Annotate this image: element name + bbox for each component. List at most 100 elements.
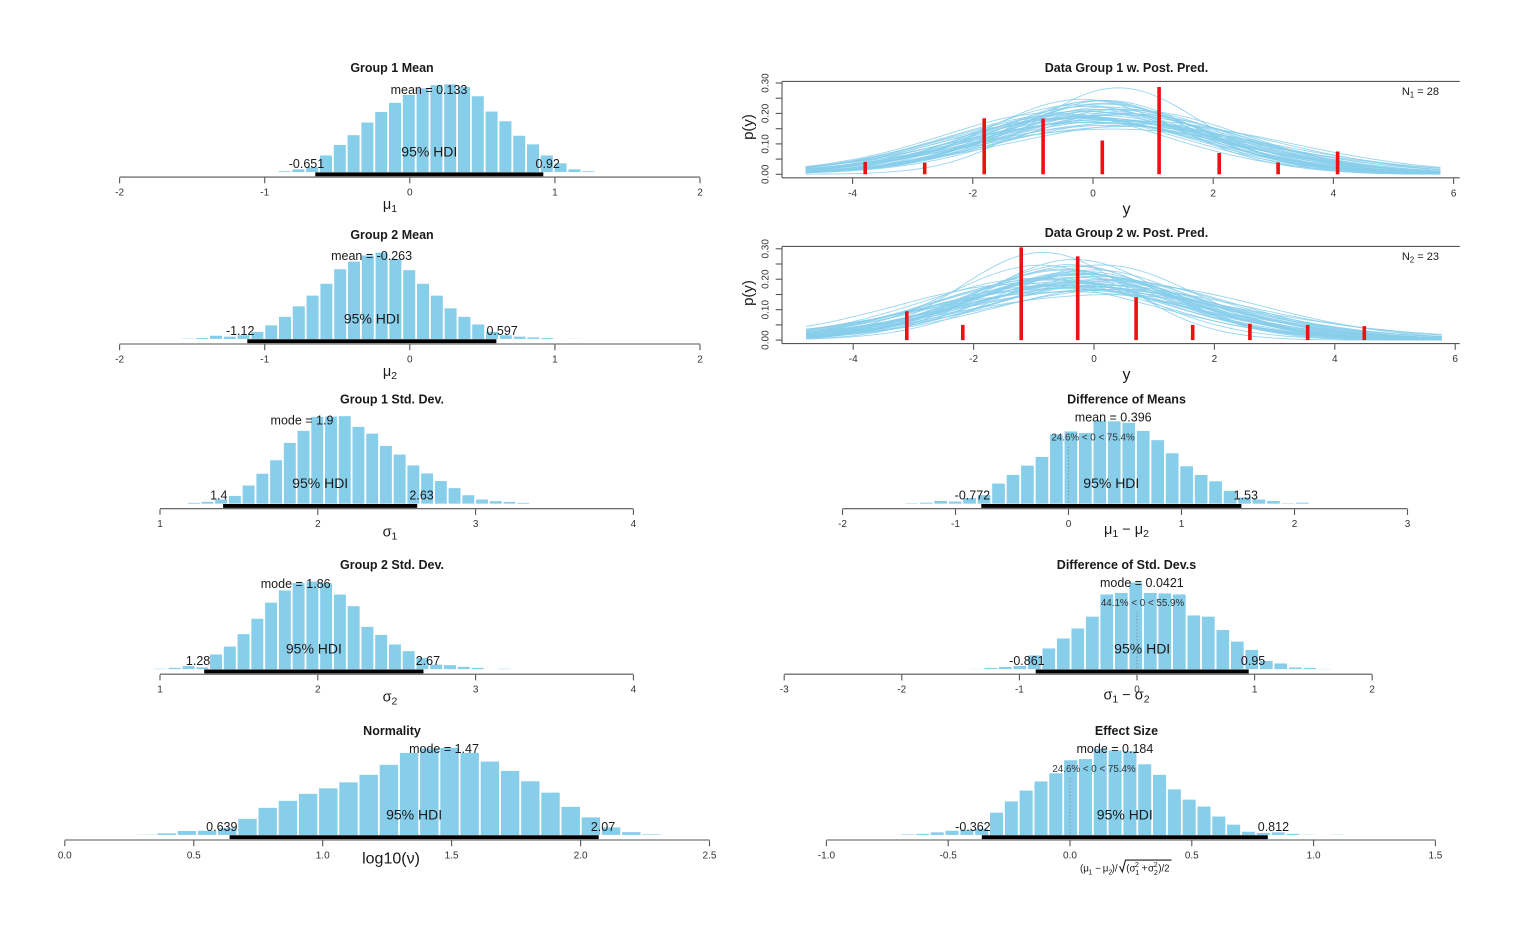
svg-text:95% HDI: 95% HDI (344, 311, 400, 327)
svg-text:-2: -2 (115, 188, 124, 199)
svg-text:0.20: 0.20 (761, 269, 772, 289)
svg-text:1.0: 1.0 (1307, 851, 1321, 862)
svg-text:(σ: (σ (1126, 863, 1135, 874)
svg-text:0: 0 (1066, 519, 1072, 530)
svg-text:-2: -2 (838, 519, 847, 530)
svg-text:−: − (1095, 863, 1101, 874)
svg-text:y: y (1123, 367, 1131, 384)
svg-text:2: 2 (315, 519, 321, 530)
svg-text:95% HDI: 95% HDI (1083, 475, 1139, 491)
svg-text:2: 2 (697, 355, 703, 366)
svg-text:-0.651: -0.651 (289, 157, 324, 171)
svg-text:95% HDI: 95% HDI (292, 475, 348, 491)
svg-text:0: 0 (407, 188, 413, 199)
svg-text:σ: σ (1148, 863, 1154, 874)
svg-text:0.639: 0.639 (206, 820, 237, 834)
svg-text:0.00: 0.00 (761, 330, 772, 350)
svg-text:Group 1 Std. Dev.: Group 1 Std. Dev. (340, 393, 444, 407)
svg-text:2: 2 (1292, 519, 1298, 530)
svg-text:0.00: 0.00 (761, 164, 772, 184)
svg-text:Group 2 Mean: Group 2 Mean (350, 228, 433, 242)
svg-text:1: 1 (1135, 868, 1139, 877)
svg-text:)/2: )/2 (1158, 863, 1169, 874)
svg-text:1: 1 (1089, 868, 1093, 877)
svg-text:-1: -1 (260, 355, 269, 366)
svg-text:0.597: 0.597 (486, 324, 517, 338)
svg-text:mean = -0.263: mean = -0.263 (331, 249, 412, 263)
svg-text:2: 2 (1210, 188, 1216, 199)
svg-text:mode = 1.47: mode = 1.47 (409, 742, 479, 756)
svg-text:-1: -1 (1015, 685, 1024, 696)
svg-text:1.0: 1.0 (316, 851, 330, 862)
svg-text:N1 = 28: N1 = 28 (1402, 86, 1439, 100)
svg-text:-4: -4 (848, 188, 857, 199)
svg-text:0.5: 0.5 (187, 851, 201, 862)
svg-text:σ1 − σ2: σ1 − σ2 (1103, 688, 1149, 706)
svg-text:0: 0 (407, 355, 413, 366)
svg-text:N2 = 23: N2 = 23 (1402, 251, 1439, 265)
svg-text:μ1 − μ2: μ1 − μ2 (1104, 522, 1149, 540)
svg-text:-2: -2 (969, 354, 978, 365)
svg-text:2: 2 (1369, 685, 1375, 696)
svg-text:95% HDI: 95% HDI (401, 144, 457, 160)
svg-text:44.1% < 0 < 55.9%: 44.1% < 0 < 55.9% (1101, 598, 1185, 609)
svg-text:-2: -2 (115, 355, 124, 366)
svg-text:0.20: 0.20 (761, 103, 772, 123)
svg-text:1: 1 (157, 519, 163, 530)
svg-text:-1: -1 (951, 519, 960, 530)
svg-text:24.6% < 0 < 75.4%: 24.6% < 0 < 75.4% (1052, 764, 1136, 775)
svg-text:μ: μ (1103, 863, 1109, 874)
svg-text:Group 2 Std. Dev.: Group 2 Std. Dev. (340, 558, 444, 572)
svg-text:24.6% < 0 < 75.4%: 24.6% < 0 < 75.4% (1051, 433, 1135, 444)
svg-text:mode = 0.184: mode = 0.184 (1077, 742, 1154, 756)
svg-text:mode = 0.0421: mode = 0.0421 (1100, 576, 1184, 590)
svg-text:-1.0: -1.0 (818, 851, 836, 862)
svg-text:4: 4 (1332, 354, 1338, 365)
svg-text:2.07: 2.07 (591, 820, 615, 834)
svg-text:Difference of Means: Difference of Means (1067, 393, 1186, 407)
svg-text:1: 1 (552, 355, 558, 366)
svg-text:2: 2 (697, 188, 703, 199)
svg-text:Difference of Std. Dev.s: Difference of Std. Dev.s (1057, 558, 1196, 572)
svg-text:6: 6 (1451, 188, 1457, 199)
svg-text:0: 0 (1134, 685, 1140, 696)
svg-text:-0.5: -0.5 (940, 851, 958, 862)
svg-text:2: 2 (315, 685, 321, 696)
svg-text:1: 1 (157, 685, 163, 696)
svg-text:4: 4 (631, 519, 637, 530)
svg-text:log10(ν): log10(ν) (362, 851, 420, 868)
svg-text:2.0: 2.0 (574, 851, 588, 862)
svg-text:-0.362: -0.362 (955, 820, 990, 834)
svg-text:3: 3 (473, 685, 479, 696)
svg-text:0.30: 0.30 (761, 239, 772, 259)
svg-text:3: 3 (473, 519, 479, 530)
svg-text:1.5: 1.5 (445, 851, 459, 862)
svg-text:mean = 0.396: mean = 0.396 (1075, 411, 1152, 425)
svg-text:-3: -3 (780, 685, 789, 696)
svg-text:-0.861: -0.861 (1009, 654, 1044, 668)
svg-text:3: 3 (1405, 519, 1411, 530)
svg-text:-1.12: -1.12 (226, 324, 255, 338)
svg-text:0.5: 0.5 (1185, 851, 1199, 862)
svg-text:p(y): p(y) (740, 280, 757, 306)
svg-text:Effect Size: Effect Size (1095, 724, 1158, 738)
svg-text:1.53: 1.53 (1234, 489, 1258, 503)
svg-text:-1: -1 (260, 188, 269, 199)
svg-text:2.5: 2.5 (703, 851, 717, 862)
svg-text:2: 2 (1154, 868, 1158, 877)
svg-text:2.63: 2.63 (409, 489, 433, 503)
svg-text:95% HDI: 95% HDI (386, 807, 442, 823)
svg-text:p(y): p(y) (740, 114, 757, 140)
svg-text:4: 4 (631, 685, 637, 696)
svg-text:0.0: 0.0 (58, 851, 72, 862)
svg-text:95% HDI: 95% HDI (1114, 641, 1170, 657)
svg-text:0.10: 0.10 (761, 300, 772, 320)
svg-text:-0.772: -0.772 (955, 489, 990, 503)
svg-text:-2: -2 (968, 188, 977, 199)
svg-text:-4: -4 (849, 354, 858, 365)
svg-text:1.4: 1.4 (210, 489, 227, 503)
svg-text:)/: )/ (1112, 863, 1118, 874)
svg-text:6: 6 (1452, 354, 1458, 365)
svg-text:mode = 1.9: mode = 1.9 (271, 414, 334, 428)
svg-text:0.92: 0.92 (536, 157, 560, 171)
